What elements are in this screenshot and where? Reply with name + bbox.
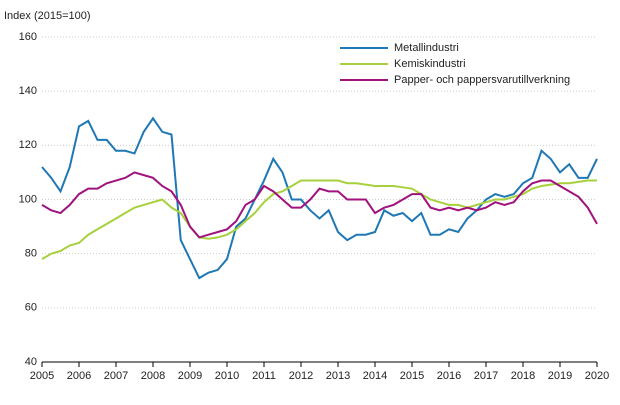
x-tick-label: 2008 <box>141 370 165 382</box>
x-tick-label: 2020 <box>585 370 609 382</box>
y-tick-label: 60 <box>25 302 37 314</box>
y-tick-label: 160 <box>19 31 37 43</box>
series-line <box>41 116 598 280</box>
legend-label: Papper- och pappersvarutillverkning <box>394 74 570 86</box>
x-tick-label: 2017 <box>474 370 498 382</box>
y-tick-label: 100 <box>19 193 37 205</box>
x-tick-label: 2005 <box>30 370 54 382</box>
legend-label: Kemiskindustri <box>394 58 466 70</box>
x-tick-label: 2016 <box>437 370 461 382</box>
x-tick-label: 2009 <box>178 370 202 382</box>
y-tick-label: 140 <box>19 85 37 97</box>
x-tick-label: 2010 <box>215 370 239 382</box>
x-tick-label: 2019 <box>548 370 572 382</box>
x-tick-label: 2018 <box>511 370 535 382</box>
x-tick-label: 2013 <box>326 370 350 382</box>
x-tick-label: 2012 <box>289 370 313 382</box>
x-tick-label: 2015 <box>400 370 424 382</box>
x-tick-label: 2006 <box>67 370 91 382</box>
legend-label: Metallindustri <box>394 42 459 54</box>
x-tick-label: 2011 <box>252 370 276 382</box>
y-tick-label: 80 <box>25 248 37 260</box>
series-line <box>41 171 598 239</box>
x-tick-label: 2007 <box>104 370 128 382</box>
x-tick-label: 2014 <box>363 370 387 382</box>
y-tick-label: 120 <box>19 139 37 151</box>
y-tick-label: 40 <box>25 356 37 368</box>
series-line <box>41 179 597 260</box>
y-axis-label: Index (2015=100) <box>4 10 91 22</box>
